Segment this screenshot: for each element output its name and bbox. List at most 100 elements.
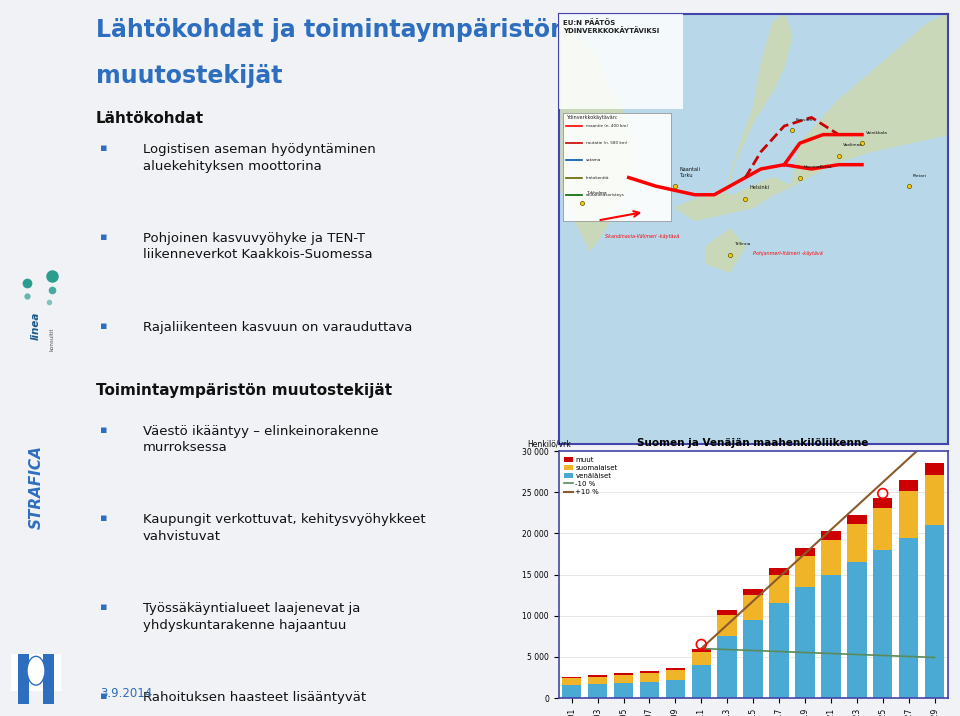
Text: Henkilö/vrk: Henkilö/vrk	[528, 440, 571, 449]
Text: Työssäkäyntialueet laajenevat ja
yhdyskuntarakenne hajaantuu: Työssäkäyntialueet laajenevat ja yhdysku…	[143, 602, 360, 632]
Polygon shape	[722, 14, 792, 208]
Point	[876, 488, 891, 499]
Text: Tallinna: Tallinna	[733, 242, 750, 246]
Text: Rahoituksen haasteet lisääntyvät: Rahoituksen haasteet lisääntyvät	[143, 691, 366, 704]
+10 %	[774, 573, 785, 581]
Text: linea: linea	[31, 311, 41, 340]
Bar	[665, 680, 685, 698]
Bar	[821, 531, 841, 540]
Text: Kouvola: Kouvola	[796, 117, 813, 122]
Text: ▪: ▪	[101, 143, 108, 153]
Text: ▪: ▪	[101, 691, 108, 701]
-10 %	[825, 649, 836, 658]
Text: Skandinavia-Välimeri -käytävä: Skandinavia-Välimeri -käytävä	[606, 233, 680, 238]
Bar	[795, 548, 815, 556]
Bar	[873, 508, 893, 550]
Polygon shape	[675, 178, 792, 221]
Polygon shape	[559, 14, 636, 251]
Bar	[588, 677, 608, 684]
Text: Pietari: Pietari	[913, 173, 926, 178]
Bar	[924, 526, 945, 698]
Text: Naantali
Turku: Naantali Turku	[680, 167, 700, 178]
Bar	[769, 604, 789, 698]
-10 %	[799, 648, 810, 657]
Title: Suomen ja Venäjän maahenkilöliikenne: Suomen ja Venäjän maahenkilöliikenne	[637, 437, 869, 448]
Bar	[873, 550, 893, 698]
Text: konsultit: konsultit	[49, 327, 55, 351]
Text: Vaalimaa: Vaalimaa	[843, 143, 862, 147]
Bar	[795, 556, 815, 587]
Bar	[769, 569, 789, 576]
+10 %	[799, 549, 810, 558]
Bar	[924, 475, 945, 526]
Text: ▪: ▪	[101, 602, 108, 612]
Text: Vainikkala: Vainikkala	[866, 130, 888, 135]
Bar	[795, 587, 815, 698]
Bar	[43, 654, 54, 704]
-10 %	[695, 644, 707, 653]
Bar	[665, 667, 685, 670]
Text: Väestö ikääntyy – elinkeinorakenne
murroksessa: Väestö ikääntyy – elinkeinorakenne murro…	[143, 425, 378, 454]
Ellipse shape	[27, 657, 45, 685]
Bar	[847, 515, 867, 524]
-10 %	[722, 645, 733, 654]
-10 %	[928, 653, 940, 662]
Text: HaminaKotka: HaminaKotka	[804, 165, 832, 169]
Text: 3.9.2014: 3.9.2014	[101, 687, 153, 700]
Text: rautatie (n. 580 km): rautatie (n. 580 km)	[586, 141, 628, 145]
+10 %	[722, 621, 733, 629]
Bar	[691, 649, 711, 652]
Text: Pohjoinen kasvuvyöhyke ja TEN-T
liikenneverkot Kaakkois-Suomessa: Pohjoinen kasvuvyöhyke ja TEN-T liikenne…	[143, 232, 372, 261]
Text: maantie (n. 400 km): maantie (n. 400 km)	[586, 124, 628, 128]
Bar	[924, 463, 945, 475]
Bar	[18, 654, 29, 704]
Text: ▪: ▪	[101, 321, 108, 331]
Text: rautatietasoristeys: rautatietasoristeys	[586, 193, 625, 197]
Line: +10 %: +10 %	[701, 435, 934, 649]
Text: Helsinki: Helsinki	[749, 185, 769, 190]
+10 %	[851, 502, 862, 511]
Text: satama: satama	[586, 158, 601, 163]
Bar	[639, 682, 660, 698]
Bar	[717, 615, 737, 637]
Bar	[847, 524, 867, 562]
Text: lentokenttä: lentokenttä	[586, 175, 610, 180]
-10 %	[851, 650, 862, 659]
Bar	[665, 670, 685, 680]
+10 %	[747, 596, 758, 605]
Bar	[691, 652, 711, 665]
Bar	[821, 574, 841, 698]
Bar	[562, 685, 582, 698]
Bar	[613, 675, 634, 683]
Text: Pohjanmeri-Itämeri -käytävä: Pohjanmeri-Itämeri -käytävä	[753, 251, 823, 256]
-10 %	[903, 652, 915, 661]
Bar	[899, 538, 919, 698]
Legend: muut, suomalaiset, venäläiset, -10 %, +10 %: muut, suomalaiset, venäläiset, -10 %, +1…	[563, 455, 620, 497]
Text: Lähtökohdat: Lähtökohdat	[96, 111, 204, 126]
+10 %	[928, 430, 940, 439]
Bar	[717, 637, 737, 698]
Text: ▪: ▪	[101, 425, 108, 435]
Bar	[563, 113, 671, 221]
Text: EU:N PÄÄTÖS
YDINVERKKOKÄYTÄVIKSI: EU:N PÄÄTÖS YDINVERKKOKÄYTÄVIKSI	[563, 19, 659, 34]
-10 %	[774, 647, 785, 656]
Bar	[821, 540, 841, 574]
Bar	[847, 562, 867, 698]
Text: ▪: ▪	[101, 232, 108, 242]
Text: Lähtökohdat ja toimintaympäristön: Lähtökohdat ja toimintaympäristön	[96, 18, 566, 42]
Text: STRAFICA: STRAFICA	[29, 445, 43, 529]
Bar	[613, 683, 634, 698]
Bar	[639, 671, 660, 673]
Bar	[899, 480, 919, 491]
Bar	[743, 589, 763, 595]
Bar	[11, 654, 61, 692]
Bar	[873, 498, 893, 508]
Polygon shape	[792, 14, 948, 186]
Point	[693, 639, 708, 650]
Bar	[769, 576, 789, 604]
Bar	[559, 14, 684, 109]
Bar	[743, 595, 763, 620]
+10 %	[695, 644, 707, 653]
+10 %	[877, 478, 889, 487]
Text: Tukholma: Tukholma	[586, 190, 607, 195]
